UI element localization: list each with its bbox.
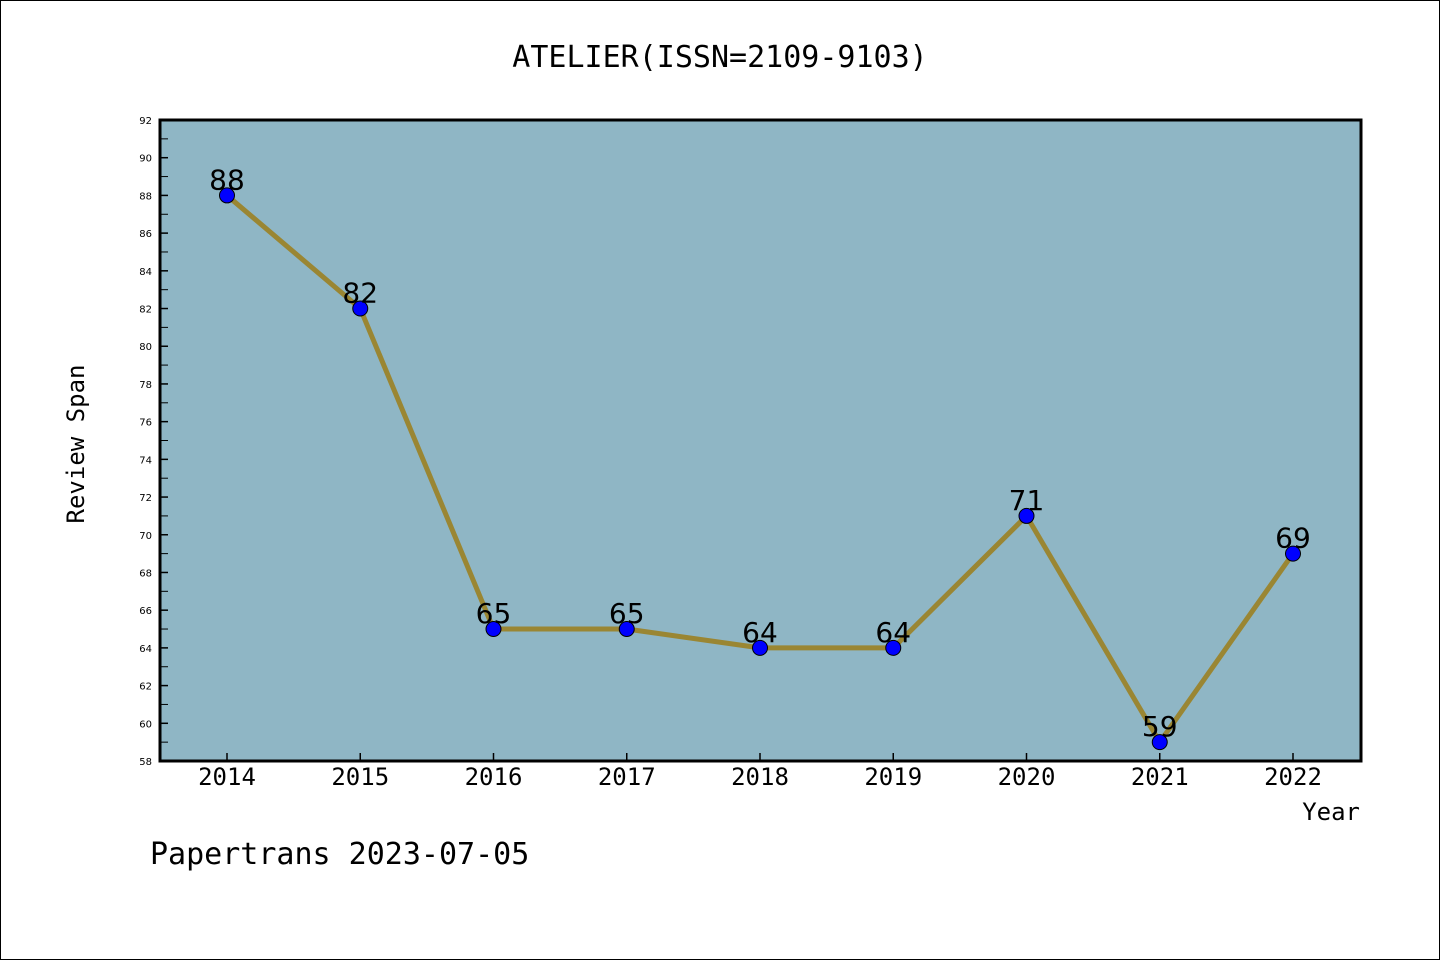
y-tick-label: 72 (139, 493, 152, 504)
data-label-2022: 69 (1275, 522, 1311, 555)
data-point-2019 (885, 639, 902, 656)
y-axis: 58 60 62 64 66 68 70 72 74 76 78 80 82 84 86 88 90 92 (139, 116, 168, 768)
x-tick-label: 2018 (731, 763, 789, 791)
data-point-2022 (1285, 545, 1301, 562)
y-tick-label: 78 (139, 380, 152, 391)
x-tick-label: 2016 (465, 763, 523, 791)
y-axis-label: Review Span (62, 365, 90, 524)
y-tick-label: 58 (139, 757, 152, 768)
y-tick-label: 76 (139, 418, 152, 429)
footer-note: Papertrans 2023-07-05 (150, 837, 529, 872)
x-tick-label: 2019 (864, 763, 922, 791)
data-point-2016 (485, 621, 502, 638)
data-point-2021 (1151, 734, 1168, 751)
y-tick-label: 68 (139, 568, 152, 579)
data-label-2016: 65 (476, 597, 512, 630)
data-point-2017 (618, 621, 635, 638)
data-label-2021: 59 (1142, 710, 1178, 743)
y-tick-label: 80 (139, 342, 152, 353)
y-tick-label: 86 (139, 229, 152, 240)
y-tick-label: 66 (139, 606, 152, 617)
data-point-2020 (1018, 507, 1035, 524)
plot-border (158, 118, 1363, 763)
data-label-2015: 82 (342, 277, 378, 310)
y-tick-label: 82 (139, 305, 152, 316)
y-tick-label: 60 (139, 719, 152, 730)
y-tick-label: 70 (139, 531, 152, 542)
x-tick-label: 2021 (1131, 763, 1189, 791)
y-tick-label: 88 (139, 191, 152, 202)
data-point-2015 (352, 300, 369, 317)
x-tick-label: 2020 (998, 763, 1056, 791)
data-label-2017: 65 (609, 597, 645, 630)
data-point-2014 (219, 187, 235, 204)
x-tick-label: 2015 (331, 763, 389, 791)
x-tick-label: 2017 (598, 763, 656, 791)
x-tick-label: 2022 (1264, 763, 1322, 791)
data-labels: 88 82 65 65 64 64 71 59 69 (209, 163, 1311, 743)
x-axis-label: Year (1302, 798, 1360, 826)
y-tick-label: 92 (139, 116, 152, 127)
y-tick-label: 74 (139, 455, 152, 466)
chart-title: ATELIER(ISSN=2109-9103) (512, 40, 927, 75)
plot-area (160, 120, 1361, 761)
series-line-group (219, 187, 1301, 751)
y-tick-label: 62 (139, 682, 152, 693)
y-tick-label: 90 (139, 154, 152, 165)
y-tick-label: 64 (139, 644, 152, 655)
data-label-2019: 64 (875, 616, 911, 649)
data-point-2018 (752, 639, 768, 656)
data-label-2014: 88 (209, 163, 245, 196)
data-label-2020: 71 (1009, 484, 1045, 517)
x-axis: 2014 2015 2016 2017 2018 2019 2020 2021 2022 (198, 753, 1322, 791)
x-tick-label: 2014 (198, 763, 256, 791)
y-tick-label: 84 (139, 267, 152, 278)
data-label-2018: 64 (742, 616, 778, 649)
